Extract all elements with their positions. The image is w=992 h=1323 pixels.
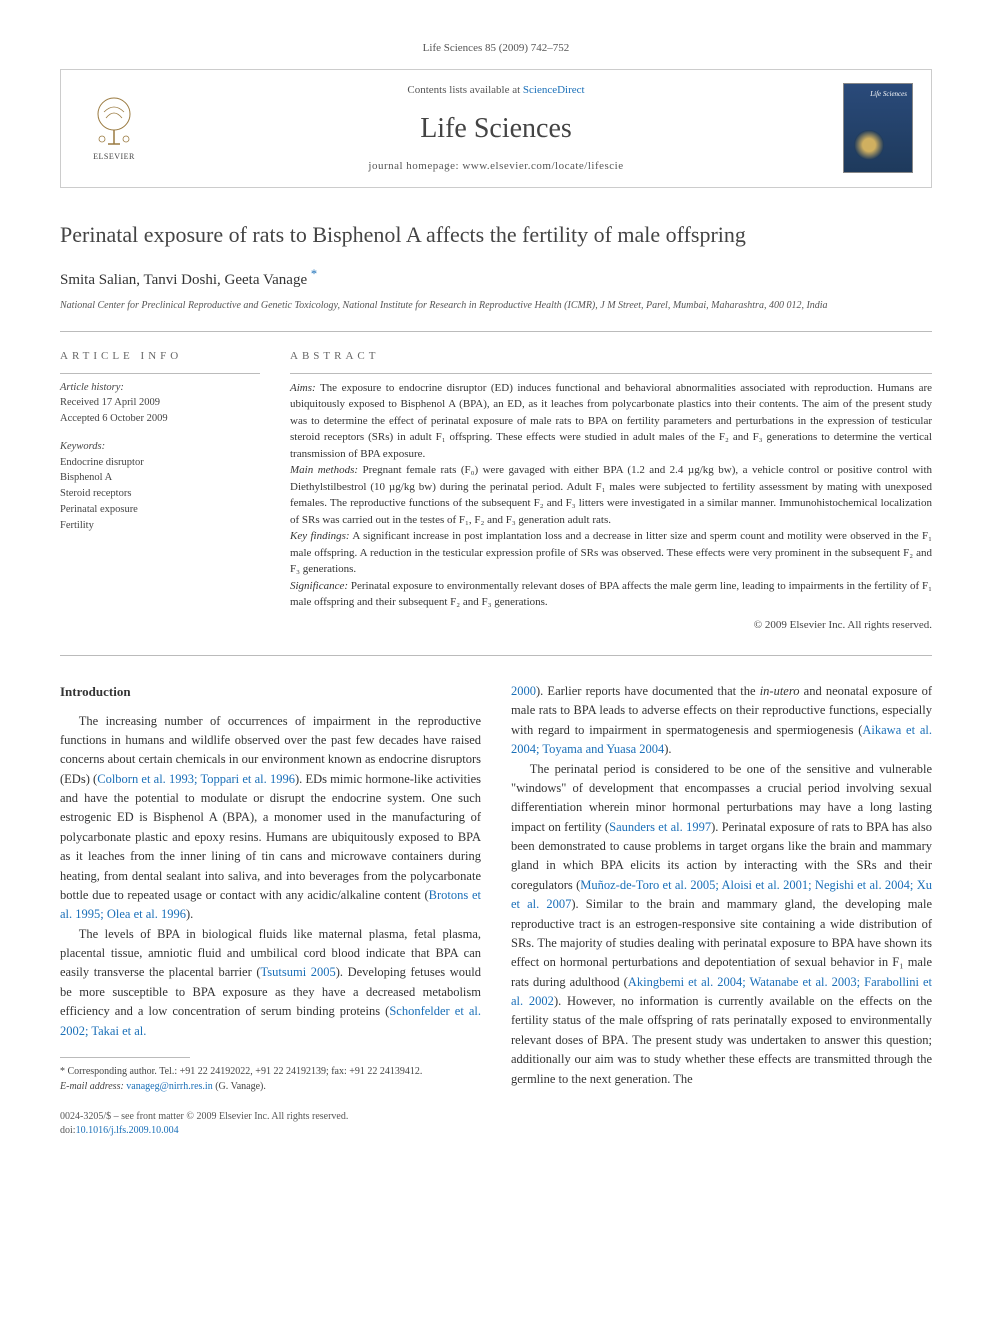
- elsevier-tree-icon: [92, 94, 137, 149]
- contents-available-line: Contents lists available at ScienceDirec…: [149, 82, 843, 99]
- findings-text: A significant increase in post implantat…: [290, 530, 932, 575]
- abstract-column: ABSTRACT Aims: The exposure to endocrine…: [290, 348, 932, 633]
- homepage-url: www.elsevier.com/locate/lifescie: [462, 160, 623, 172]
- keyword-item: Fertility: [60, 518, 260, 534]
- email-link[interactable]: vanageg@nirrh.res.in: [126, 1081, 212, 1092]
- mid-divider: [60, 655, 932, 656]
- citation-link[interactable]: 2000: [511, 684, 536, 698]
- abstract-copyright: © 2009 Elsevier Inc. All rights reserved…: [290, 617, 932, 634]
- citation-link[interactable]: Colborn et al. 1993; Toppari et al. 1996: [97, 772, 295, 786]
- running-head: Life Sciences 85 (2009) 742–752: [60, 40, 932, 57]
- body-column-left: Introduction The increasing number of oc…: [60, 682, 481, 1094]
- aims-text: The exposure to endocrine disruptor (ED)…: [290, 382, 932, 460]
- introduction-heading: Introduction: [60, 682, 481, 702]
- homepage-prefix: journal homepage:: [368, 160, 462, 172]
- doi-label: doi:: [60, 1125, 76, 1136]
- accepted-date: Accepted 6 October 2009: [60, 411, 260, 427]
- journal-cover-thumbnail: Life Sciences: [843, 83, 913, 173]
- body-p1c: ).: [186, 907, 193, 921]
- findings-label: Key findings:: [290, 530, 350, 542]
- corresponding-author-footnote: * Corresponding author. Tel.: +91 22 241…: [60, 1064, 481, 1079]
- doi-link[interactable]: 10.1016/j.lfs.2009.10.004: [76, 1125, 179, 1136]
- keyword-item: Endocrine disruptor: [60, 455, 260, 471]
- keyword-item: Steroid receptors: [60, 486, 260, 502]
- body-column-right: 2000). Earlier reports have documented t…: [511, 682, 932, 1094]
- aims-label: Aims:: [290, 382, 316, 394]
- email-who: (G. Vanage).: [213, 1081, 266, 1092]
- body-p1b: ). EDs mimic hormone-like activities and…: [60, 772, 481, 902]
- keyword-item: Bisphenol A: [60, 470, 260, 486]
- cover-thumb-image: [854, 130, 884, 160]
- article-info-column: ARTICLE INFO Article history: Received 1…: [60, 348, 260, 633]
- elsevier-wordmark: ELSEVIER: [93, 151, 135, 163]
- journal-name: Life Sciences: [149, 108, 843, 150]
- methods-label: Main methods:: [290, 464, 358, 476]
- contents-prefix: Contents lists available at: [407, 84, 522, 96]
- citation-link[interactable]: Tsutsumi 2005: [261, 965, 336, 979]
- journal-homepage-line: journal homepage: www.elsevier.com/locat…: [149, 158, 843, 175]
- authors-line: Smita Salian, Tanvi Doshi, Geeta Vanage …: [60, 265, 932, 292]
- affiliation: National Center for Preclinical Reproduc…: [60, 299, 932, 313]
- significance-text: Perinatal exposure to environmentally re…: [290, 580, 932, 609]
- body-p4d: ). However, no information is currently …: [511, 994, 932, 1086]
- received-date: Received 17 April 2009: [60, 395, 260, 411]
- email-label: E-mail address:: [60, 1081, 124, 1092]
- authors-names: Smita Salian, Tanvi Doshi, Geeta Vanage: [60, 272, 311, 288]
- body-p3b: ). Earlier reports have documented that …: [536, 684, 760, 698]
- inutero-italic: in-utero: [760, 684, 800, 698]
- journal-header-box: ELSEVIER Contents lists available at Sci…: [60, 69, 932, 188]
- footnote-separator: [60, 1057, 190, 1058]
- keyword-item: Perinatal exposure: [60, 502, 260, 518]
- significance-label: Significance:: [290, 580, 348, 592]
- article-info-label: ARTICLE INFO: [60, 348, 260, 365]
- corresponding-author-mark: *: [311, 267, 317, 281]
- body-p3d: ).: [664, 742, 671, 756]
- elsevier-logo: ELSEVIER: [79, 88, 149, 168]
- sciencedirect-link[interactable]: ScienceDirect: [523, 84, 585, 96]
- article-history-head: Article history:: [60, 380, 260, 396]
- methods-text: Pregnant female rats (F₀) were gavaged w…: [290, 464, 932, 526]
- issn-line: 0024-3205/$ – see front matter © 2009 El…: [60, 1110, 932, 1124]
- keywords-head: Keywords:: [60, 439, 260, 455]
- citation-link[interactable]: Saunders et al. 1997: [609, 820, 711, 834]
- article-title: Perinatal exposure of rats to Bisphenol …: [60, 218, 932, 251]
- cover-thumb-title: Life Sciences: [870, 89, 907, 100]
- abstract-label: ABSTRACT: [290, 348, 932, 365]
